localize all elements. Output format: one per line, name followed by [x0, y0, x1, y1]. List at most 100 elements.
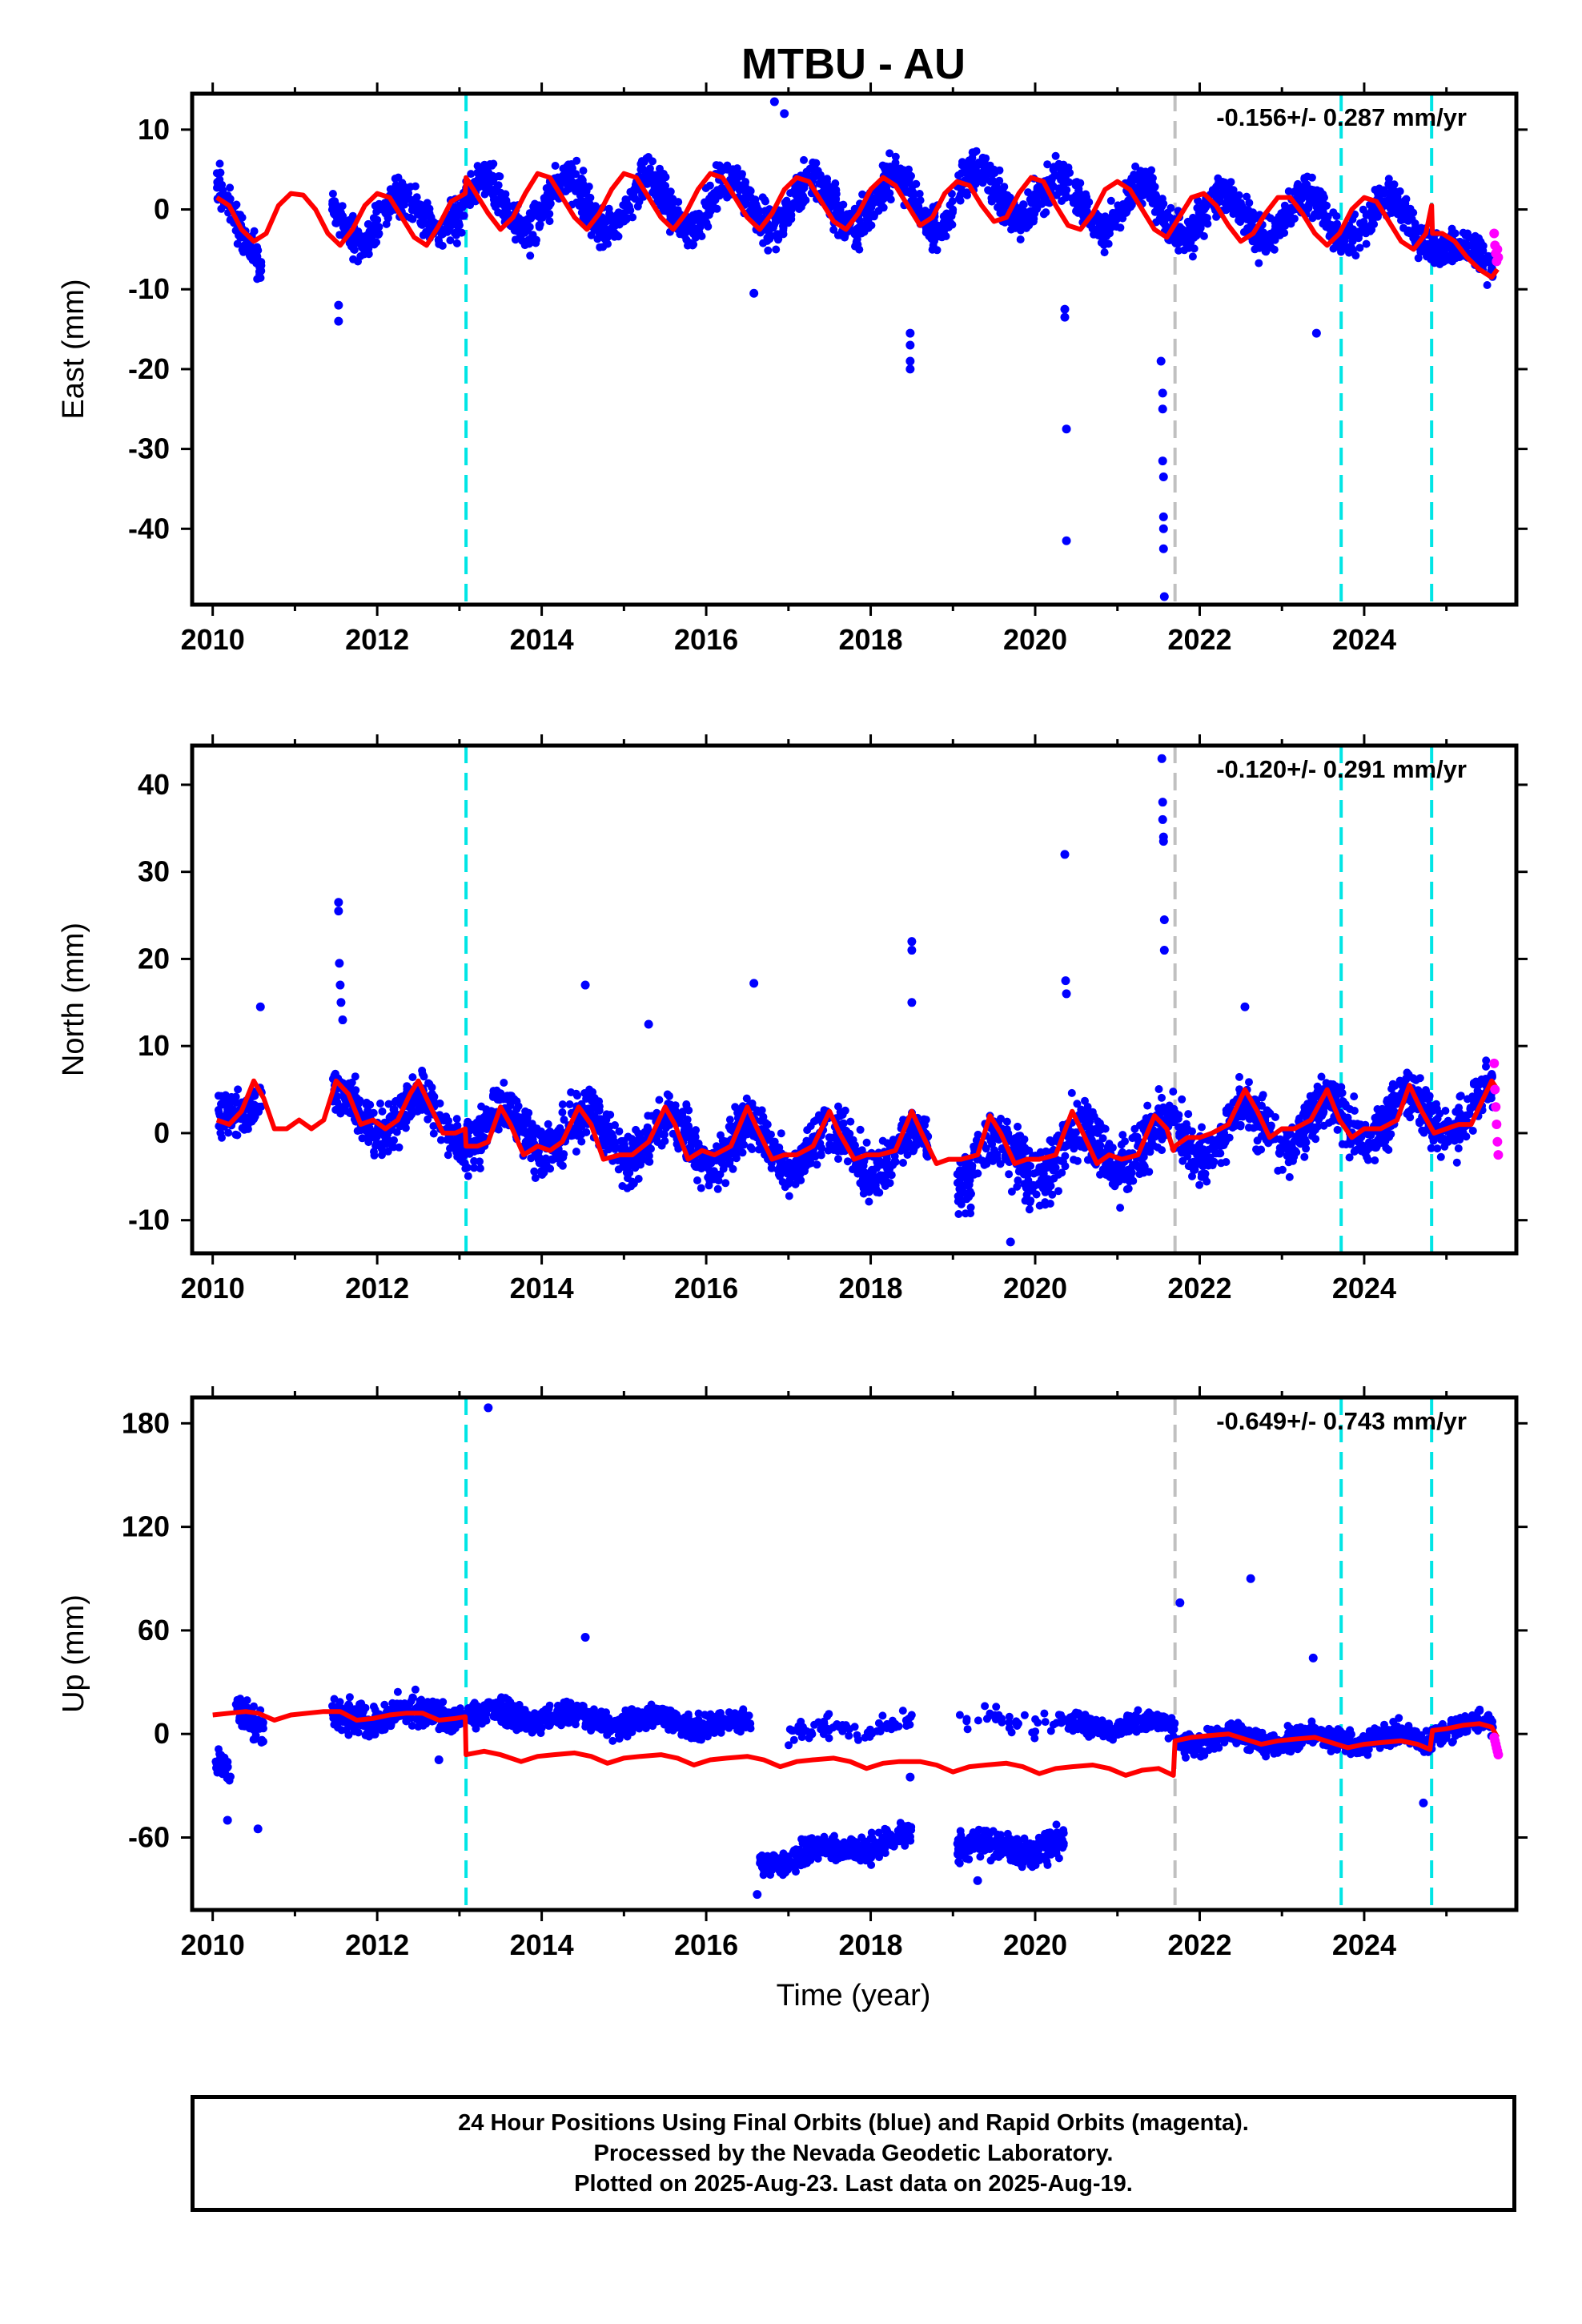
north-point [954, 1210, 963, 1218]
east-point [337, 208, 345, 217]
north-point [558, 1108, 567, 1116]
east-point [1279, 209, 1287, 218]
north-point [590, 1094, 599, 1102]
north-point [909, 1129, 917, 1138]
north-point [444, 1151, 452, 1160]
north-point [738, 1148, 747, 1157]
east-point [1443, 252, 1452, 261]
north-point [429, 1129, 438, 1138]
east-point [456, 201, 464, 210]
east-point [1475, 234, 1483, 243]
north-point [493, 1096, 502, 1104]
north-point [560, 1116, 568, 1124]
north-point [458, 1157, 467, 1166]
east-point [657, 190, 665, 199]
east-point [799, 199, 808, 207]
east-point [1371, 186, 1379, 194]
east-point [697, 232, 706, 240]
east-point [772, 245, 781, 254]
east-point [976, 176, 984, 185]
east-point [912, 179, 921, 188]
east-point [1393, 204, 1402, 213]
east-point [800, 155, 808, 164]
east-point [608, 223, 616, 232]
north-point [718, 1159, 726, 1168]
east-point [375, 229, 383, 238]
east-point [1387, 209, 1396, 217]
north-point [868, 1165, 877, 1174]
north-point [1061, 1152, 1070, 1160]
north-point [732, 1154, 741, 1163]
north-point [609, 1140, 618, 1149]
north-point [629, 1179, 638, 1188]
north-point [691, 1163, 700, 1171]
east-x-tick-label: 2020 [1003, 623, 1067, 656]
east-point [386, 207, 395, 216]
north-point [217, 1100, 225, 1108]
east-outlier-point [905, 340, 915, 350]
north-point [776, 1172, 784, 1180]
east-point [338, 202, 347, 211]
north-point [667, 1102, 676, 1111]
east-point [1416, 227, 1425, 235]
north-point [591, 1102, 600, 1111]
east-point [328, 199, 337, 208]
north-point [982, 1144, 990, 1153]
east-point [492, 196, 501, 205]
north-point [443, 1136, 452, 1144]
east-point [226, 195, 235, 203]
north-point [680, 1126, 689, 1135]
east-point [958, 158, 966, 167]
north-point [470, 1164, 479, 1172]
north-point [988, 1140, 997, 1148]
east-point [841, 233, 849, 242]
east-point [1327, 223, 1336, 231]
east-point [1175, 229, 1184, 238]
east-point [1043, 160, 1052, 169]
east-point [467, 170, 476, 179]
north-point [384, 1100, 393, 1108]
east-point [749, 209, 757, 218]
east-x-tick-label: 2012 [345, 623, 409, 656]
east-point [1414, 254, 1423, 263]
east-outlier-point [905, 356, 915, 366]
east-point [892, 169, 901, 177]
north-point [688, 1140, 697, 1148]
east-point [233, 239, 242, 248]
east-point [1229, 210, 1238, 219]
east-outlier-point [905, 328, 915, 338]
north-point [602, 1110, 611, 1119]
east-point [818, 175, 827, 184]
east-point [901, 169, 909, 178]
east-point [600, 221, 608, 230]
east-point [1384, 179, 1393, 188]
east-point [1058, 197, 1066, 205]
north-point [876, 1171, 885, 1180]
east-point [626, 206, 635, 215]
east-point [417, 220, 426, 229]
north-point [618, 1182, 627, 1190]
east-point [963, 164, 971, 173]
east-point [853, 235, 861, 243]
east-point [916, 196, 925, 205]
north-point [577, 1137, 586, 1146]
east-point [709, 189, 718, 197]
north-point [1025, 1205, 1034, 1214]
east-point [1359, 220, 1367, 229]
north-point [859, 1189, 868, 1198]
north-point [436, 1136, 445, 1144]
east-point [1095, 227, 1103, 235]
east-point [628, 192, 636, 201]
north-point [1096, 1141, 1105, 1150]
east-point [348, 211, 357, 220]
north-point [541, 1154, 550, 1163]
east-point [1236, 199, 1245, 207]
east-point [1126, 177, 1134, 186]
east-point [484, 187, 492, 196]
north-point [644, 1125, 652, 1134]
north-point [871, 1181, 880, 1189]
north-point [1140, 1162, 1149, 1171]
east-point [1400, 215, 1409, 223]
east-point [219, 191, 228, 199]
east-point [1137, 190, 1146, 199]
